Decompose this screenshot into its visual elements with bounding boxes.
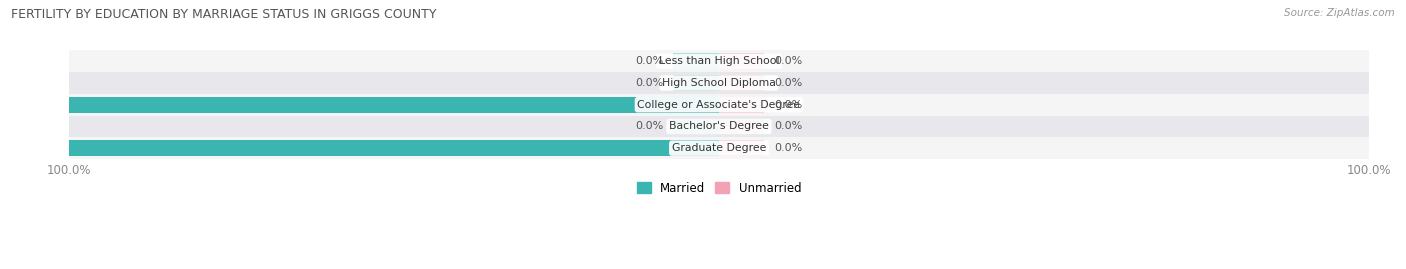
Bar: [718, 119, 765, 134]
Bar: [69, 97, 718, 112]
Bar: [718, 97, 765, 112]
Bar: [69, 116, 1369, 137]
Bar: [718, 140, 765, 156]
Bar: [718, 75, 765, 91]
Text: 0.0%: 0.0%: [775, 56, 803, 66]
Text: Graduate Degree: Graduate Degree: [672, 143, 766, 153]
Text: 0.0%: 0.0%: [636, 121, 664, 132]
Bar: [69, 72, 1369, 94]
Text: 0.0%: 0.0%: [775, 78, 803, 88]
Bar: [69, 50, 1369, 72]
Text: 100.0%: 100.0%: [14, 143, 59, 153]
Bar: [69, 137, 1369, 159]
Text: 0.0%: 0.0%: [775, 100, 803, 110]
Legend: Married, Unmarried: Married, Unmarried: [631, 177, 806, 200]
Bar: [69, 94, 1369, 116]
Text: Less than High School: Less than High School: [659, 56, 779, 66]
Text: High School Diploma: High School Diploma: [662, 78, 776, 88]
Bar: [673, 54, 718, 69]
Text: 0.0%: 0.0%: [636, 56, 664, 66]
Text: FERTILITY BY EDUCATION BY MARRIAGE STATUS IN GRIGGS COUNTY: FERTILITY BY EDUCATION BY MARRIAGE STATU…: [11, 8, 437, 21]
Text: 100.0%: 100.0%: [14, 100, 59, 110]
Bar: [718, 54, 765, 69]
Bar: [69, 140, 718, 156]
Text: Source: ZipAtlas.com: Source: ZipAtlas.com: [1284, 8, 1395, 18]
Text: College or Associate's Degree: College or Associate's Degree: [637, 100, 800, 110]
Text: 0.0%: 0.0%: [636, 78, 664, 88]
Text: 0.0%: 0.0%: [775, 143, 803, 153]
Text: Bachelor's Degree: Bachelor's Degree: [669, 121, 769, 132]
Bar: [673, 119, 718, 134]
Bar: [673, 75, 718, 91]
Text: 0.0%: 0.0%: [775, 121, 803, 132]
